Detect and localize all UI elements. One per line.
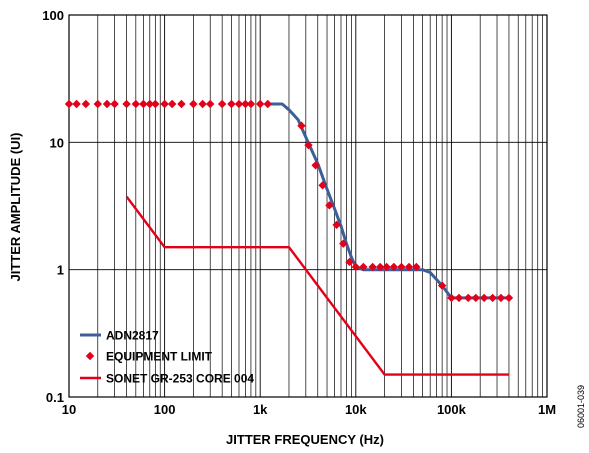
equipment-limit-point: [437, 281, 447, 290]
legend-label-equipment-limit: EQUIPMENT LIMIT: [106, 350, 213, 364]
equipment-limit-point: [297, 121, 306, 130]
equipment-limit-point: [304, 140, 313, 150]
equipment-limit-point: [256, 99, 265, 109]
equipment-limit-point: [496, 293, 506, 303]
equipment-limit-point: [145, 99, 154, 109]
equipment-limit-point: [177, 99, 186, 109]
equipment-limit-point: [389, 262, 399, 272]
equipment-limit-point: [345, 257, 354, 267]
equipment-limit-point: [382, 262, 391, 272]
equipment-limit-point: [217, 99, 227, 109]
equipment-limit-point: [72, 99, 81, 109]
equipment-limit-point: [241, 99, 250, 109]
equipment-limit-point: [504, 293, 514, 303]
equipment-limit-point: [234, 99, 244, 109]
equipment-limit-point: [447, 293, 456, 303]
equipment-limit-point: [454, 293, 464, 303]
x-axis-title: JITTER FREQUENCY (Hz): [226, 432, 384, 447]
x-tick-label: 10k: [345, 402, 367, 417]
equipment-limit-point: [311, 161, 320, 170]
equipment-limit-point: [198, 99, 207, 109]
equipment-limit-point: [325, 201, 334, 210]
equipment-limit-point: [397, 262, 406, 272]
equipment-limit-point: [110, 99, 119, 109]
y-tick-label: 10: [50, 135, 64, 150]
y-tick-label: 100: [42, 8, 64, 23]
plot-grid: [69, 15, 547, 397]
equipment-limit-point: [93, 99, 102, 109]
x-tick-label: 10: [62, 402, 76, 417]
legend-swatch-equipment-limit: [85, 351, 95, 361]
equipment-limit-point: [351, 262, 360, 272]
equipment-limit-point: [122, 99, 131, 109]
equipment-limit-point: [263, 99, 272, 109]
equipment-limit-point: [368, 262, 377, 272]
equipment-limit-point: [339, 239, 348, 248]
equipment-limit-point: [479, 293, 489, 303]
equipment-limit-point: [318, 181, 327, 190]
equipment-limit-point: [246, 99, 256, 109]
x-tick-label: 1M: [538, 402, 556, 417]
legend-label-sonet-gr-253-core-004: SONET GR-253 CORE 004: [106, 372, 254, 386]
tick-labels: 10 100 1k 10k 100k 1M 0.1 1 10 100: [42, 8, 556, 417]
legend: ADN2817 EQUIPMENT LIMIT SONET GR-253 CORE …: [80, 329, 254, 386]
equipment-limit-point: [332, 220, 341, 230]
equipment-limit-point: [139, 99, 148, 109]
plot-frame: [68, 14, 548, 398]
series-line-sonet-gr-253-core-004: [125, 195, 509, 376]
equipment-limit-point: [160, 99, 169, 109]
y-axis-title: JITTER AMPLITUDE (UI): [8, 132, 23, 281]
x-tick-label: 1k: [253, 402, 268, 417]
data-series: [64, 99, 514, 376]
x-tick-label: 100k: [437, 402, 467, 417]
equipment-limit-point: [464, 293, 473, 303]
equipment-limit-point: [488, 293, 497, 303]
equipment-limit-point: [206, 99, 215, 109]
y-tick-label: 1: [57, 263, 64, 278]
equipment-limit-point: [404, 262, 414, 272]
equipment-limit-point: [151, 99, 160, 109]
figure-id: 06001-039: [576, 385, 586, 428]
equipment-limit-point: [376, 262, 385, 272]
equipment-limit-point: [131, 99, 141, 109]
equipment-limit-point: [189, 99, 198, 109]
equipment-limit-point: [167, 99, 177, 109]
equipment-limit-point: [102, 99, 112, 109]
equipment-limit-point: [359, 262, 368, 272]
equipment-limit-point: [412, 262, 421, 272]
equipment-limit-point: [471, 293, 481, 303]
equipment-limit-point: [227, 99, 236, 109]
y-tick-label: 0.1: [46, 390, 64, 405]
legend-label-adn2817: ADN2817: [106, 329, 159, 343]
equipment-limit-point: [64, 99, 74, 109]
x-tick-label: 100: [154, 402, 176, 417]
equipment-limit-point: [81, 99, 91, 109]
